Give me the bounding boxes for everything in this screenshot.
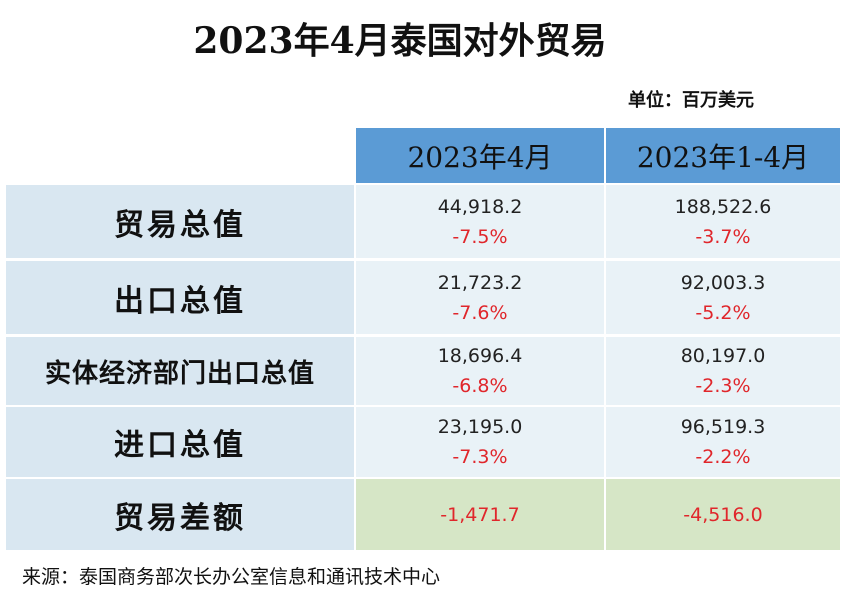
- row-label: 出口总值: [6, 261, 354, 334]
- row-label: 贸易差额: [6, 479, 354, 550]
- source: 来源：泰国商务部次长办公室信息和通讯技术中心: [22, 566, 441, 588]
- column-header: 2023年4月: [356, 128, 604, 183]
- value: -4,516.0: [683, 503, 763, 526]
- value: 92,003.3: [680, 271, 766, 294]
- value: 44,918.2: [437, 195, 523, 218]
- value: -1,471.7: [440, 503, 520, 526]
- data-cell: 21,723.2 -7.6%: [356, 261, 604, 334]
- data-cell: -4,516.0: [606, 479, 840, 550]
- value: 96,519.3: [680, 416, 766, 438]
- row-label: 进口总值: [6, 407, 354, 477]
- value: 23,195.0: [437, 416, 523, 438]
- unit: 单位：百万美元: [628, 90, 754, 111]
- change: -2.2%: [695, 446, 751, 468]
- change: -6.8%: [452, 375, 508, 397]
- change: -5.2%: [695, 301, 751, 324]
- value: 188,522.6: [674, 195, 772, 218]
- row-label: 实体经济部门出口总值: [6, 337, 354, 405]
- data-cell: -1,471.7: [356, 479, 604, 550]
- change: -2.3%: [695, 375, 751, 397]
- change: -7.6%: [452, 301, 508, 324]
- row-label: 贸易总值: [6, 185, 354, 258]
- column-header: 2023年1-4月: [606, 128, 840, 183]
- change: -3.7%: [695, 225, 751, 248]
- value: 18,696.4: [437, 345, 523, 367]
- data-cell: 80,197.0 -2.3%: [606, 337, 840, 405]
- data-cell: 96,519.3 -2.2%: [606, 407, 840, 477]
- title: 2023年4月泰国对外贸易: [193, 20, 607, 62]
- value: 21,723.2: [437, 271, 523, 294]
- data-cell: 188,522.6 -3.7%: [606, 185, 840, 258]
- change: -7.3%: [452, 446, 508, 468]
- value: 80,197.0: [680, 345, 766, 367]
- change: -7.5%: [452, 225, 508, 248]
- data-cell: 92,003.3 -5.2%: [606, 261, 840, 334]
- data-cell: 23,195.0 -7.3%: [356, 407, 604, 477]
- data-cell: 44,918.2 -7.5%: [356, 185, 604, 258]
- data-cell: 18,696.4 -6.8%: [356, 337, 604, 405]
